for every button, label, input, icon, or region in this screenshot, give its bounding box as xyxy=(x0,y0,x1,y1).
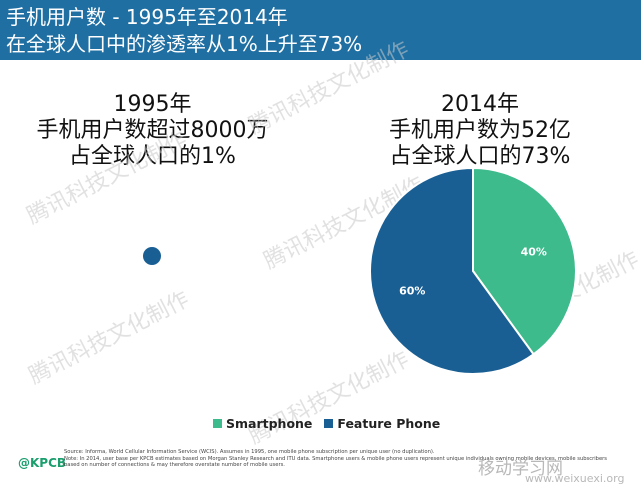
right-year: 2014年 xyxy=(441,92,519,117)
left-users: 手机用户数超过8000万 xyxy=(36,118,269,143)
pie-slice-smartphone xyxy=(472,166,577,356)
header-banner: 手机用户数 - 1995年至2014年 在全球人口中的渗透率从1%上升至73% xyxy=(0,0,641,60)
legend-item-smartphone: Smartphone xyxy=(213,416,312,431)
right-caption: 2014年 手机用户数为52亿 占全球人口的73% xyxy=(330,92,630,170)
header-subtitle: 在全球人口中的渗透率从1%上升至73% xyxy=(6,32,363,56)
left-year: 1995年 xyxy=(113,92,192,117)
right-share: 占全球人口的73% xyxy=(389,144,571,169)
site-watermark: 移动学习网 xyxy=(478,459,563,479)
site-url-watermark: www.weixuexi.org xyxy=(525,472,625,485)
pie-label-smartphone: 40% xyxy=(521,245,547,258)
legend-label-feature-phone: Feature Phone xyxy=(337,416,441,431)
left-share: 占全球人口的1% xyxy=(69,144,236,169)
pie-label-feature-phone: 60% xyxy=(399,285,425,298)
footnote-source: Source: Informa, World Cellular Informat… xyxy=(64,449,435,455)
footnote-note: Note: In 2014, user base per KPCB estima… xyxy=(64,455,607,469)
left-caption: 1995年 手机用户数超过8000万 占全球人口的1% xyxy=(20,92,285,170)
pie-slice-feature-phone xyxy=(369,166,535,375)
pie-1995 xyxy=(143,247,161,265)
legend-swatch-feature-phone xyxy=(324,419,334,428)
kpcb-logo: @KPCB xyxy=(18,456,67,470)
header-title: 手机用户数 - 1995年至2014年 xyxy=(6,5,288,29)
legend: Smartphone Feature Phone xyxy=(213,416,446,431)
right-users: 手机用户数为52亿 xyxy=(389,118,571,143)
legend-label-smartphone: Smartphone xyxy=(226,416,313,431)
legend-swatch-smartphone xyxy=(213,419,222,428)
footnote: Source: Informa, World Cellular Informat… xyxy=(64,449,624,469)
legend-item-feature-phone: Feature Phone xyxy=(324,416,440,431)
